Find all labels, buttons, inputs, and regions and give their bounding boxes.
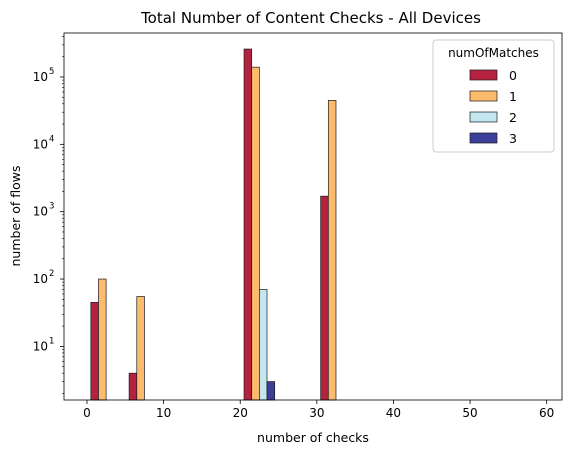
bar [90, 302, 99, 401]
x-tick-label: 30 [309, 406, 324, 420]
legend-label: 0 [509, 68, 517, 83]
y-tick-exponent: 3 [49, 202, 54, 212]
bar [136, 296, 145, 401]
bar [251, 66, 260, 401]
bar [259, 289, 268, 401]
legend-swatch [469, 111, 498, 123]
legend-swatch [469, 69, 498, 81]
legend-swatch [469, 132, 498, 144]
x-tick-label: 60 [539, 406, 554, 420]
chart-title: Total Number of Content Checks - All Dev… [140, 9, 481, 27]
legend: numOfMatches 0 1 2 3 [432, 39, 555, 153]
bar [128, 372, 138, 401]
y-tick-exponent: 2 [49, 269, 54, 279]
y-tick-exponent: 1 [49, 336, 54, 346]
legend-swatch [469, 90, 498, 102]
legend-label: 1 [509, 89, 517, 104]
y-tick-label: 10 [33, 137, 48, 151]
y-tick-exponent: 4 [49, 134, 54, 144]
y-tick-exponent: 5 [49, 67, 54, 77]
y-axis-label: number of flows [8, 165, 23, 266]
x-tick-label: 0 [83, 406, 91, 420]
x-axis-label: number of checks [257, 430, 369, 445]
bar [327, 100, 337, 401]
y-tick-label: 10 [33, 205, 48, 219]
legend-label: 2 [509, 110, 517, 125]
x-tick-label: 40 [386, 406, 401, 420]
y-tick-label: 10 [33, 339, 48, 353]
x-tick-label: 20 [233, 406, 248, 420]
x-tick-label: 50 [462, 406, 477, 420]
plot-frame [63, 32, 563, 401]
bar [243, 48, 253, 401]
bar [266, 381, 276, 401]
y-tick-label: 10 [33, 272, 48, 286]
legend-label: 3 [509, 131, 517, 146]
x-axis: 0 10 20 30 40 50 60 [83, 400, 554, 420]
bar [98, 278, 107, 401]
x-tick-label: 10 [156, 406, 171, 420]
bars-group [90, 48, 337, 401]
y-tick-label: 10 [33, 70, 48, 84]
bar [320, 195, 329, 401]
legend-title: numOfMatches [448, 46, 539, 60]
